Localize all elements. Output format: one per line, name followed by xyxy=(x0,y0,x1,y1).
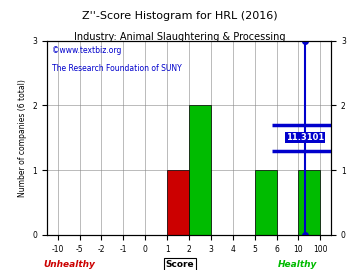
Bar xyxy=(255,170,276,235)
Text: Z''-Score Histogram for HRL (2016): Z''-Score Histogram for HRL (2016) xyxy=(82,11,278,21)
Text: ©www.textbiz.org: ©www.textbiz.org xyxy=(53,46,122,55)
Text: 11.3101: 11.3101 xyxy=(286,133,324,142)
Bar xyxy=(167,170,189,235)
Text: Score: Score xyxy=(166,260,194,269)
Y-axis label: Number of companies (6 total): Number of companies (6 total) xyxy=(18,79,27,197)
Text: Healthy: Healthy xyxy=(278,260,317,269)
Bar xyxy=(298,170,320,235)
Text: Unhealthy: Unhealthy xyxy=(43,260,95,269)
Text: Industry: Animal Slaughtering & Processing: Industry: Animal Slaughtering & Processi… xyxy=(74,32,286,42)
Bar xyxy=(189,105,211,235)
Text: The Research Foundation of SUNY: The Research Foundation of SUNY xyxy=(53,64,182,73)
